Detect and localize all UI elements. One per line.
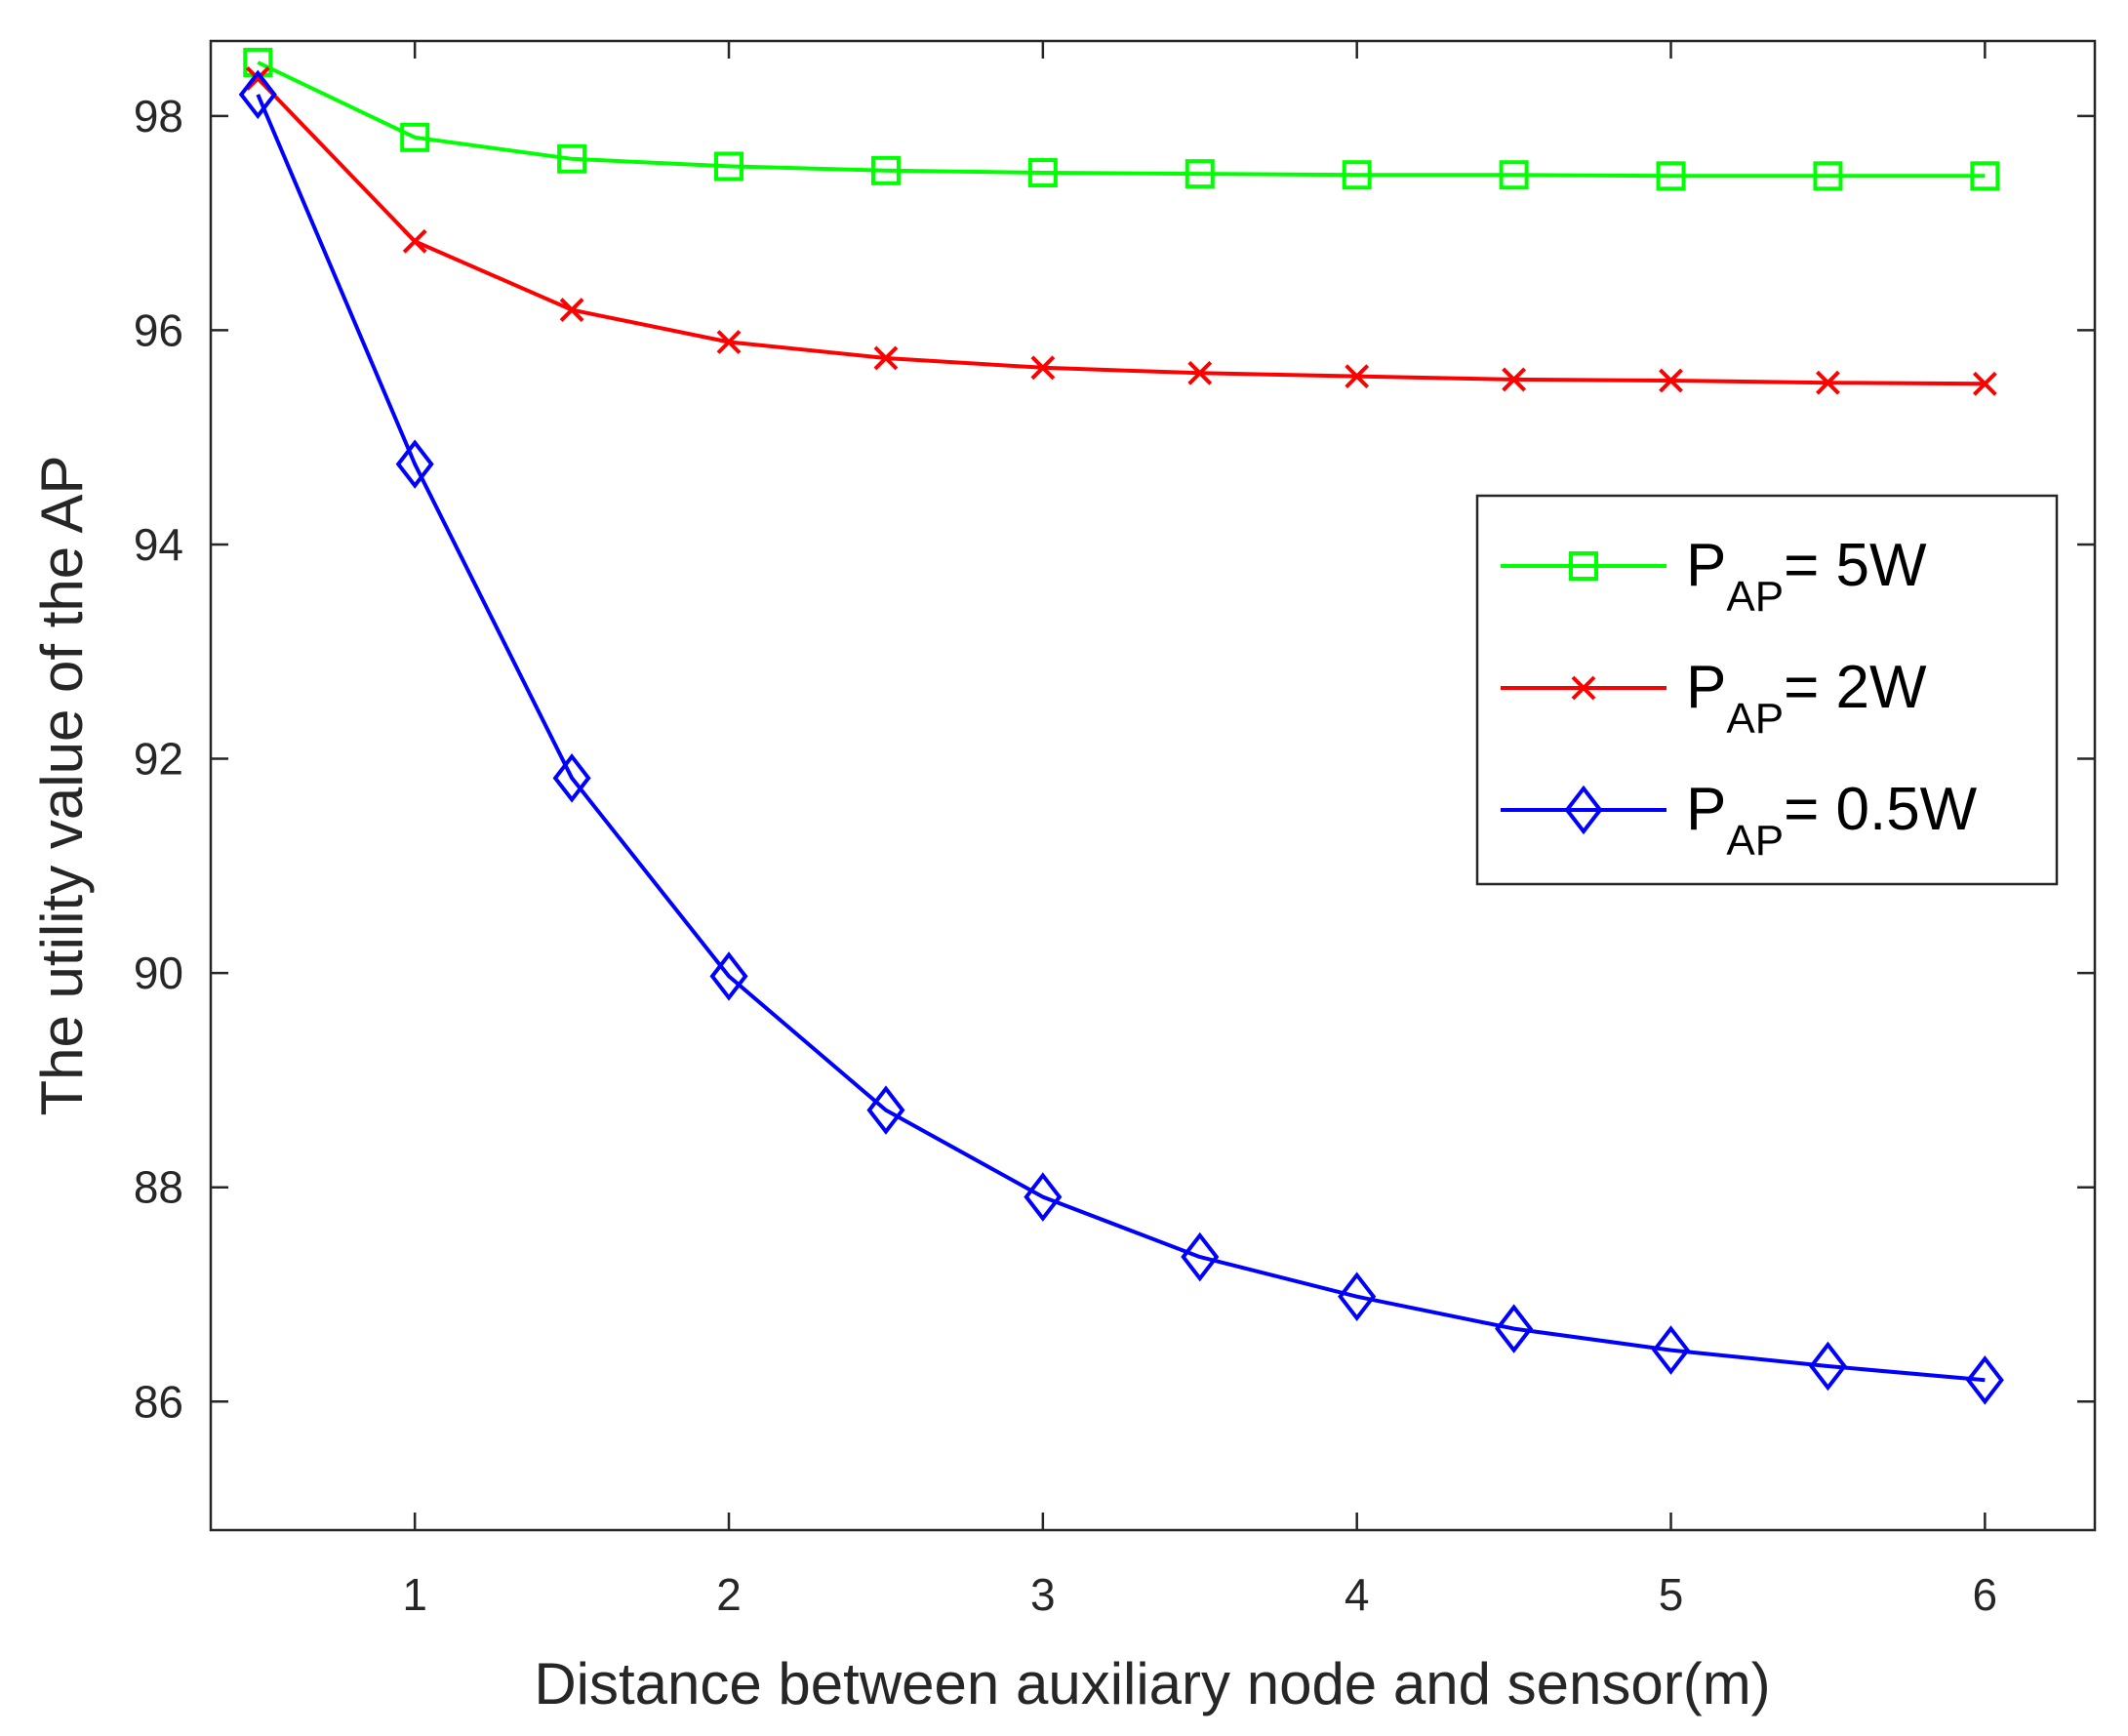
data-point xyxy=(1970,161,2000,191)
legend-label: PAP= 5W xyxy=(1686,532,1927,621)
data-point xyxy=(552,753,591,803)
x-tick-label: 4 xyxy=(1345,1569,1370,1620)
data-point xyxy=(870,155,901,185)
data-point xyxy=(1181,1231,1220,1282)
y-tick-label: 90 xyxy=(134,948,183,998)
data-point xyxy=(238,69,277,120)
legend: PAP= 5W PAP= 2W PAP= 0.5W xyxy=(1475,494,2059,886)
data-point xyxy=(1024,1172,1063,1222)
data-point xyxy=(1030,355,1056,381)
data-point xyxy=(1342,160,1372,190)
data-point xyxy=(1656,161,1686,191)
y-tick-label: 96 xyxy=(134,304,183,355)
y-axis-title: The utility value of the AP xyxy=(29,455,95,1115)
y-tick-label: 94 xyxy=(134,519,183,570)
x-tick-label: 6 xyxy=(1973,1569,1998,1620)
data-point xyxy=(1495,1304,1534,1353)
data-point xyxy=(716,330,742,354)
legend-item: PAP= 5W xyxy=(1501,532,1927,621)
x-tick-label: 5 xyxy=(1659,1569,1684,1620)
data-point xyxy=(1972,371,1997,396)
data-point xyxy=(866,1085,905,1135)
data-point xyxy=(1345,364,1370,389)
data-point xyxy=(1965,1355,2004,1405)
legend-label: PAP= 2W xyxy=(1686,654,1927,743)
data-point xyxy=(1187,360,1213,385)
y-tick-label: 92 xyxy=(134,734,183,785)
x-tick-label: 2 xyxy=(716,1569,742,1620)
legend-label: PAP= 0.5W xyxy=(1686,776,1978,865)
data-point xyxy=(1816,370,1840,395)
plot-lines xyxy=(238,47,2004,1405)
data-point xyxy=(245,66,270,91)
data-point xyxy=(1338,1272,1377,1321)
series-line xyxy=(256,77,1986,386)
series-diamond xyxy=(238,69,2004,1405)
x-axis-ticks: 1 2 3 4 5 6 xyxy=(402,41,1997,1620)
legend-marker xyxy=(1569,551,1598,581)
data-point xyxy=(559,298,584,322)
data-point xyxy=(1813,161,1843,191)
data-point xyxy=(709,951,748,1001)
legend-marker xyxy=(1571,675,1596,701)
data-point xyxy=(714,151,744,182)
y-tick-label: 98 xyxy=(134,91,183,141)
series-line xyxy=(257,61,1986,179)
data-point xyxy=(1184,159,1215,189)
data-point xyxy=(873,345,899,371)
legend-item: PAP= 2W xyxy=(1501,654,1927,743)
data-point xyxy=(1027,158,1058,188)
x-axis-title: Distance between auxiliary node and sens… xyxy=(534,1651,1770,1716)
data-point xyxy=(557,143,587,174)
data-point xyxy=(1499,160,1529,190)
data-point xyxy=(1659,368,1683,393)
data-point xyxy=(400,122,430,152)
series-line xyxy=(256,94,1986,1383)
x-tick-label: 1 xyxy=(402,1569,427,1620)
legend-item: PAP= 0.5W xyxy=(1501,776,1978,865)
y-axis-ticks: 86 88 90 92 94 96 98 xyxy=(134,91,2095,1427)
plot-frame xyxy=(209,39,2097,1532)
x-tick-label: 3 xyxy=(1030,1569,1056,1620)
data-point xyxy=(1502,367,1527,392)
series-x xyxy=(245,66,1997,396)
data-point xyxy=(395,439,434,489)
data-point xyxy=(1652,1325,1691,1375)
legend-marker xyxy=(1564,785,1603,835)
y-tick-label: 88 xyxy=(134,1162,183,1213)
y-tick-label: 86 xyxy=(134,1376,183,1427)
data-point xyxy=(402,228,427,254)
data-point xyxy=(1808,1341,1847,1392)
